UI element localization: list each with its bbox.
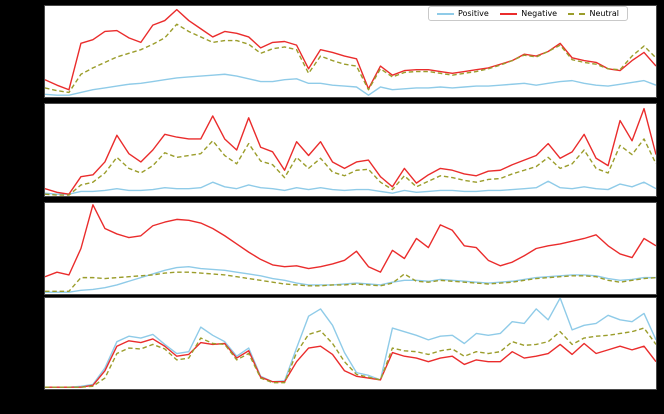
series-line-positive — [45, 73, 656, 96]
series-line-positive — [45, 298, 656, 388]
subplot-row-1-plot-area — [45, 8, 656, 96]
series-line-neutral — [45, 327, 656, 388]
positive-line-swatch-icon — [437, 12, 454, 15]
series-line-negative — [45, 204, 656, 278]
neutral-line-swatch-icon — [568, 12, 586, 15]
legend-label-positive: Positive — [458, 8, 489, 18]
legend-item-positive: Positive — [437, 8, 489, 18]
series-line-negative — [45, 338, 656, 388]
negative-line-swatch-icon — [500, 12, 518, 15]
legend: Positive Negative Neutral — [428, 6, 628, 21]
legend-item-negative: Negative — [500, 8, 558, 18]
series-line-neutral — [45, 138, 656, 196]
series-line-positive — [45, 266, 656, 293]
legend-item-neutral: Neutral — [568, 8, 619, 18]
subplot-row-2-plot-area — [45, 107, 656, 196]
series-line-negative — [45, 107, 656, 195]
series-line-positive — [45, 180, 656, 195]
legend-label-negative: Negative — [521, 8, 558, 18]
legend-label-neutral: Neutral — [589, 8, 619, 18]
subplot-row-3-plot-area — [45, 204, 656, 293]
series-line-neutral — [45, 23, 656, 94]
subplot-row-3 — [44, 202, 657, 295]
subplot-row-2 — [44, 103, 657, 197]
subplot-row-4-plot-area — [45, 298, 656, 388]
subplot-row-4 — [44, 297, 657, 390]
series-line-negative — [45, 8, 656, 91]
